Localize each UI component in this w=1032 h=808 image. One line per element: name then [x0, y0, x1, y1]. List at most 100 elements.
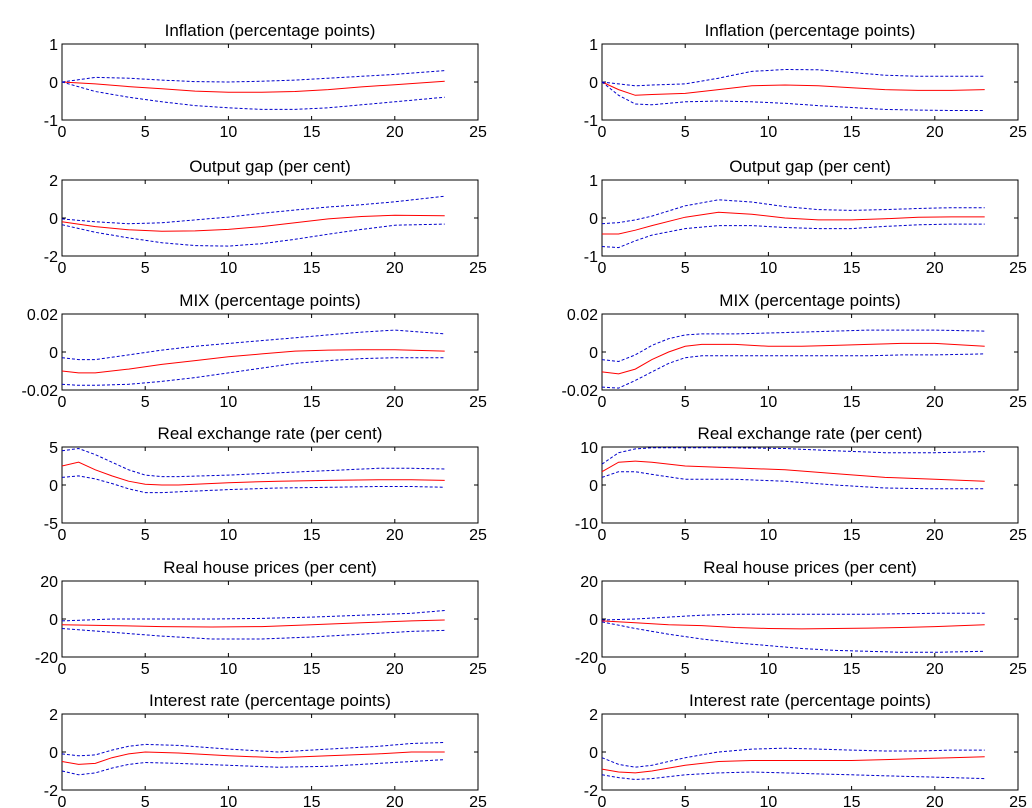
x-tick-label: 10 [760, 794, 778, 808]
x-tick-label: 15 [843, 794, 861, 808]
x-tick-label: 20 [386, 124, 404, 141]
y-tick-label: 20 [580, 574, 598, 591]
x-tick-label: 5 [681, 394, 690, 411]
x-tick-label: 20 [926, 661, 944, 678]
y-tick-label: -0.02 [562, 383, 599, 400]
y-tick-label: 0.02 [567, 307, 598, 324]
x-tick-label: 0 [58, 394, 67, 411]
x-tick-label: 25 [469, 794, 487, 808]
x-tick-label: 25 [469, 394, 487, 411]
series-line-median [61, 461, 445, 486]
series-line-median [601, 620, 985, 630]
y-tick-label: 0 [49, 478, 58, 495]
axes-box [601, 313, 1019, 391]
x-tick-label: 15 [303, 124, 321, 141]
x-tick-label: 20 [386, 794, 404, 808]
y-tick-label: 0 [49, 75, 58, 92]
x-tick-label: 0 [58, 661, 67, 678]
x-tick-label: 10 [760, 661, 778, 678]
x-tick-label: 10 [760, 394, 778, 411]
series-line-upper [61, 742, 445, 757]
y-tick-label: -20 [575, 650, 598, 667]
y-tick-label: -1 [584, 113, 598, 130]
y-tick-label: 2 [49, 707, 58, 724]
y-tick-label: 2 [589, 707, 598, 724]
x-tick-label: 20 [926, 527, 944, 544]
x-tick-label: 25 [469, 661, 487, 678]
series-line-lower [61, 628, 445, 640]
x-tick-label: 25 [1009, 794, 1027, 808]
y-tick-label: 0 [589, 211, 598, 228]
chart-panel-6: MIX (percentage points)0 5 10 15 20 25-0.0200… [562, 291, 1027, 411]
y-tick-label: 0 [589, 345, 598, 362]
y-tick-label: 20 [40, 574, 58, 591]
series-line-median [61, 349, 445, 374]
x-tick-label: 25 [1009, 260, 1027, 277]
y-tick-label: 1 [589, 173, 598, 190]
series-line-upper [61, 447, 445, 478]
axes-box [601, 446, 1019, 524]
x-tick-label: 10 [220, 527, 238, 544]
x-tick-label: 20 [926, 260, 944, 277]
x-tick-label: 10 [220, 260, 238, 277]
series-line-median [61, 80, 445, 93]
x-tick-label: 0 [598, 394, 607, 411]
x-tick-label: 25 [469, 260, 487, 277]
x-tick-label: 5 [141, 124, 150, 141]
x-tick-label: 0 [598, 124, 607, 141]
series-line-lower [601, 771, 985, 781]
axes-box [601, 43, 1019, 121]
chart-panel-2: Inflation (percentage points)0 5 10 15 20 25-… [584, 21, 1027, 141]
axes-box [61, 313, 479, 391]
y-tick-label: 0 [49, 745, 58, 762]
x-tick-label: 20 [926, 394, 944, 411]
x-tick-label: 15 [843, 124, 861, 141]
series-line-lower [601, 81, 985, 111]
chart-title: Real house prices (per cent) [703, 558, 917, 577]
x-tick-label: 0 [58, 527, 67, 544]
x-tick-label: 25 [1009, 124, 1027, 141]
chart-panel-8: Real exchange rate (per cent) 0 5 10 15 20 25 -… [575, 424, 1027, 544]
y-tick-label: -2 [44, 249, 58, 266]
y-tick-label: -5 [44, 516, 58, 533]
series-line-lower [601, 223, 985, 249]
series-line-upper [601, 68, 985, 87]
series-line-lower [61, 223, 445, 247]
x-tick-label: 5 [141, 661, 150, 678]
chart-panel-3: Output gap (per cent)0 5 10 15 20 25-202 [44, 157, 487, 277]
axes-box [61, 43, 479, 121]
x-tick-label: 10 [760, 527, 778, 544]
x-tick-label: 15 [303, 794, 321, 808]
chart-panel-1: Inflation (percentage points)0 5 10 15 20 25-… [44, 21, 487, 141]
x-tick-label: 5 [141, 527, 150, 544]
y-tick-label: 2 [49, 173, 58, 190]
axes-box [61, 179, 479, 257]
chart-title: Interest rate (percentage points) [149, 691, 391, 710]
x-tick-label: 0 [598, 527, 607, 544]
y-tick-label: 0 [49, 345, 58, 362]
x-tick-label: 25 [1009, 394, 1027, 411]
x-tick-label: 0 [598, 794, 607, 808]
x-tick-label: 10 [220, 124, 238, 141]
chart-panel-10: Real house prices (per cent) 0 5 10 15 20 25 -2… [575, 558, 1027, 678]
series-line-median [61, 214, 445, 232]
series-line-median [601, 756, 985, 774]
series-line-lower [61, 759, 445, 776]
chart-title: Inflation (percentage points) [165, 21, 376, 40]
series-line-upper [61, 329, 445, 361]
x-tick-label: 20 [386, 661, 404, 678]
y-tick-label: 0 [589, 478, 598, 495]
series-line-upper [61, 610, 445, 622]
x-tick-label: 10 [220, 394, 238, 411]
x-tick-label: 5 [681, 527, 690, 544]
y-tick-label: 1 [49, 37, 58, 54]
y-tick-label: 0 [49, 612, 58, 629]
chart-title: Real house prices (per cent) [163, 558, 377, 577]
series-line-upper [601, 447, 985, 465]
x-tick-label: 5 [681, 794, 690, 808]
chart-panel-12: Interest rate (percentage points) 0 5 10 15 2… [584, 691, 1027, 808]
y-tick-label: 5 [49, 440, 58, 457]
x-tick-label: 5 [141, 394, 150, 411]
y-tick-label: -1 [44, 113, 58, 130]
x-tick-label: 10 [760, 260, 778, 277]
